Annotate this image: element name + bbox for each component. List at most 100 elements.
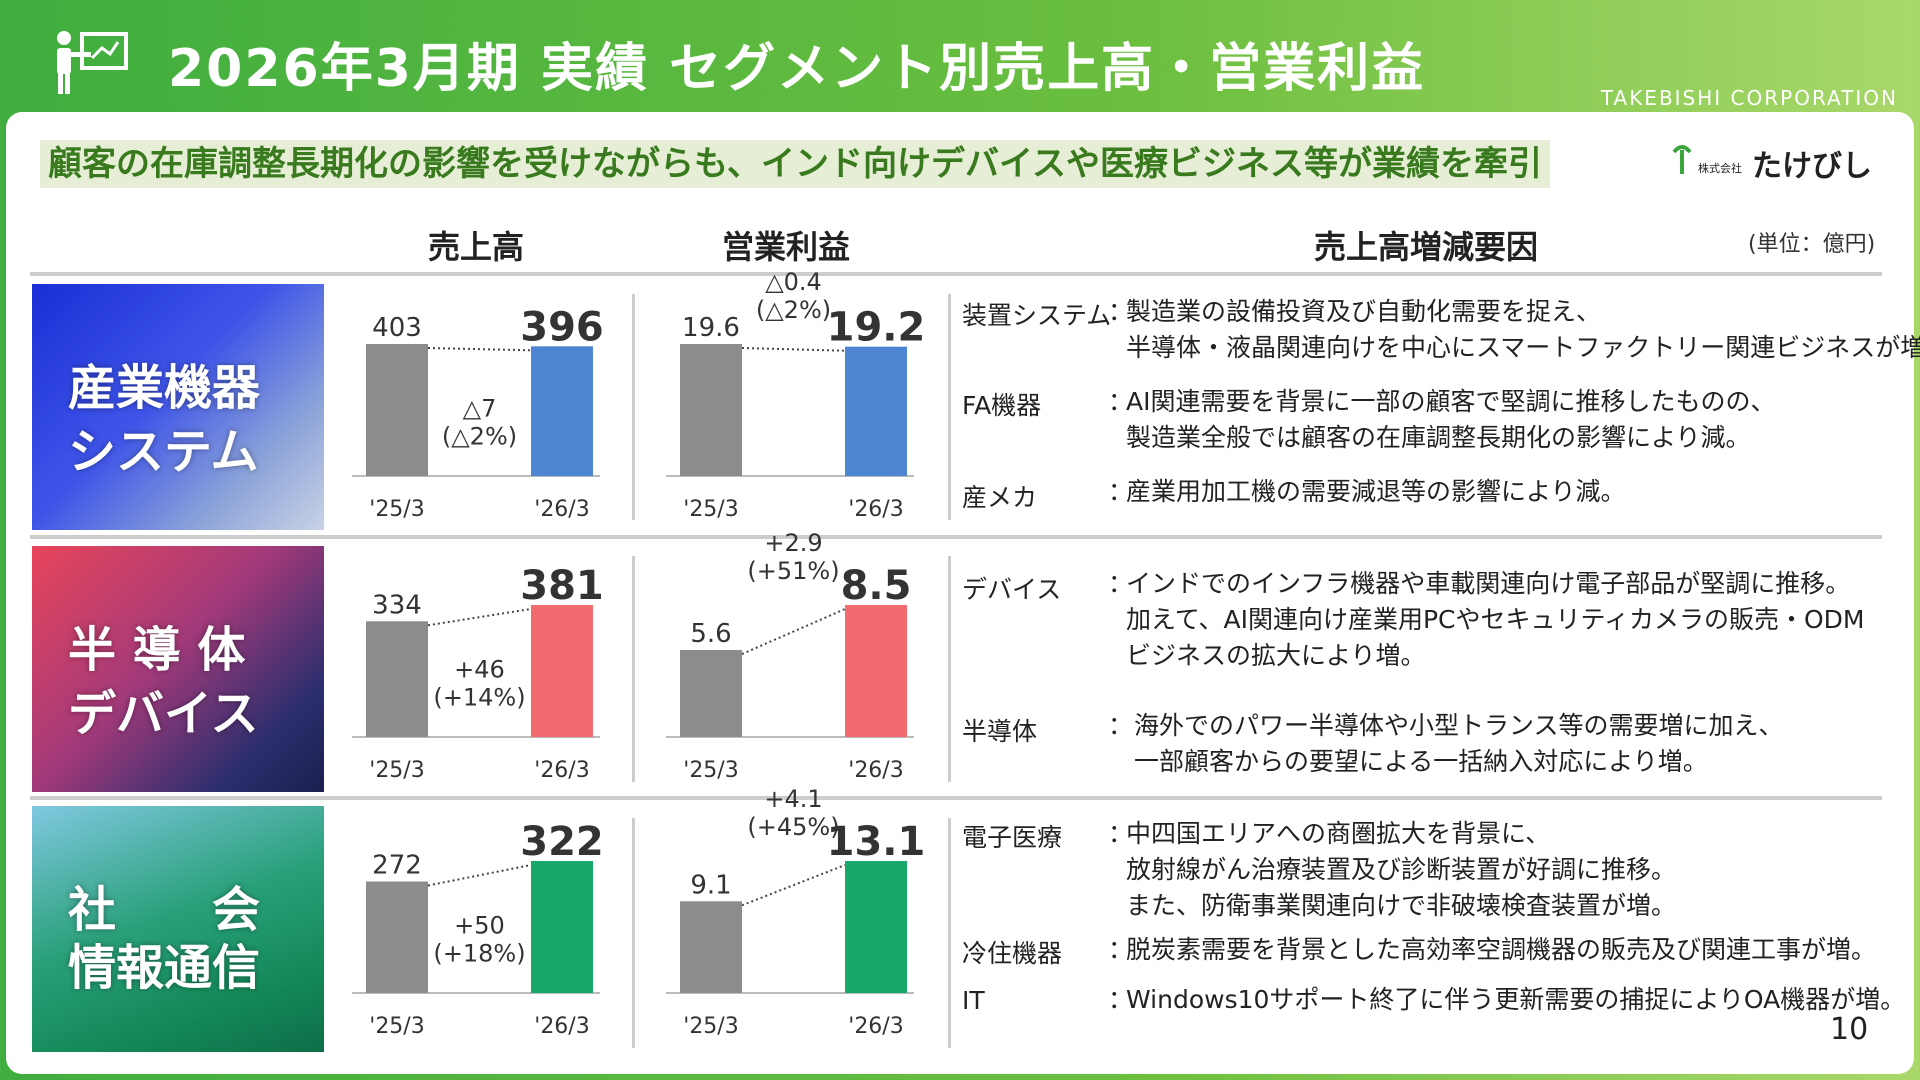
reason-separator: ： [1108, 985, 1134, 1014]
bar-chart: 9.1 '25/3 13.1 '26/3 +4.1(+45%) [666, 785, 926, 1039]
divider [632, 556, 635, 782]
svg-text:株式会社: 株式会社 [1698, 161, 1742, 175]
segment-image-industrial: 産業機器 システム [32, 284, 324, 530]
bar [366, 881, 428, 993]
tick-label: '25/3 [369, 497, 424, 522]
reason-category: IT [962, 986, 985, 1015]
corporation-name: TAKEBISHI CORPORATION [1600, 86, 1898, 110]
bar [680, 650, 742, 737]
value-label: 396 [520, 304, 604, 350]
sales-chart-social-info: 272 '25/3 322 '26/3 +50 (+18%) [346, 805, 626, 1045]
bar [366, 344, 428, 476]
divider [948, 294, 951, 520]
bar-chart: 334 '25/3 381 '26/3 +46(+14%) [352, 563, 604, 783]
reason-line: 半導体・液晶関連向けを中心にスマートファクトリー関連ビジネスが増。 [1126, 333, 1920, 362]
reason-category: デバイス [962, 575, 1062, 604]
value-label: 322 [520, 819, 604, 865]
bar [680, 901, 742, 993]
change-label: +4.1 [764, 785, 822, 813]
divider [632, 294, 635, 520]
reason-line: ビジネスの拡大により増。 [1126, 641, 1426, 670]
change-pct-label: (+51%) [747, 557, 839, 585]
tick-label: '25/3 [683, 1014, 738, 1039]
change-label: +50 [454, 912, 505, 940]
segment-image-social-info: 社 会 情報通信 [32, 806, 324, 1052]
reason-line: 加えて、AI関連向け産業用PCやセキュリティカメラの販売・ODM [1126, 605, 1865, 634]
change-pct-label: (△2%) [756, 296, 831, 324]
divider [30, 272, 1882, 276]
reason-line: 脱炭素需要を背景とした高効率空調機器の販売及び関連工事が増。 [1126, 935, 1877, 964]
reason-separator: ： [1108, 819, 1134, 848]
tick-label: '26/3 [534, 497, 589, 522]
reason-category: 電子医療 [962, 823, 1063, 852]
bar [680, 344, 742, 476]
presenter-icon [57, 31, 128, 94]
divider [632, 818, 635, 1048]
sales-chart-industrial: 403 '25/3 396 '26/3 △7 (△2%) [346, 288, 626, 528]
tick-label: '25/3 [683, 497, 738, 522]
value-label: 5.6 [690, 619, 731, 649]
divider [30, 535, 1882, 539]
header: 2026年3月期 実績 セグメント別売上高・営業利益 TAKEBISHI COR… [0, 0, 1920, 110]
divider [30, 796, 1882, 800]
bar [845, 346, 907, 476]
reason-category: 半導体 [962, 717, 1038, 746]
value-label: 19.6 [682, 313, 740, 343]
reason-line: 産業用加工機の需要減退等の影響により減。 [1126, 477, 1626, 506]
column-factors: 売上高増減要因 [1314, 228, 1539, 266]
profit-chart-industrial: 19.6 '25/3 19.2 '26/3 △0.4 (△2%) [660, 268, 940, 528]
reason-separator: ： [1108, 935, 1134, 964]
value-label: 403 [372, 313, 422, 343]
reason-line: 製造業の設備投資及び自動化需要を捉え、 [1126, 297, 1602, 326]
segment-title: デバイス [68, 686, 259, 742]
reason-line: また、防衛事業関連向けで非破壊検査装置が増。 [1126, 891, 1677, 920]
reason-line: 放射線がん治療装置及び診断装置が好調に推移。 [1126, 855, 1677, 884]
segment-title: 半 導 体 [68, 622, 246, 678]
change-pct-label: (+18%) [433, 940, 525, 968]
reason-separator: ： [1108, 569, 1134, 598]
page-title: 2026年3月期 実績 セグメント別売上高・営業利益 [168, 39, 1426, 99]
bar-chart: 403 '25/3 396 '26/3 △7(△2%) [352, 304, 604, 522]
reason-line: 海外でのパワー半導体や小型トランス等の需要増に加え、 [1134, 711, 1784, 740]
connector-line [741, 608, 846, 655]
reason-separator: ： [1108, 297, 1134, 326]
value-label: 19.2 [827, 305, 926, 351]
reason-separator: ： [1108, 387, 1134, 416]
reason-separator: ： [1108, 711, 1134, 740]
reason-category: 装置システム [962, 301, 1112, 330]
segment-image-semiconductor: 半 導 体 デバイス [32, 546, 324, 792]
change-label: +46 [454, 656, 505, 684]
reason-line: 中四国エリアへの商圏拡大を背景に、 [1126, 819, 1551, 848]
divider [948, 818, 951, 1048]
reason-line: インドでのインフラ機器や車載関連向け電子部品が堅調に推移。 [1126, 569, 1851, 598]
bar-chart: 5.6 '25/3 8.5 '26/3 +2.9(+51%) [666, 529, 914, 783]
unit-label: (単位：億円) [1748, 232, 1876, 257]
change-label: +2.9 [764, 529, 822, 557]
value-label: 13.1 [827, 819, 926, 865]
tick-label: '26/3 [848, 497, 903, 522]
bar [845, 861, 907, 993]
bar [531, 605, 593, 737]
connector-line [427, 347, 532, 352]
tick-label: '25/3 [683, 758, 738, 783]
value-label: 8.5 [841, 563, 912, 609]
bar [531, 346, 593, 476]
page-number: 10 [1830, 1012, 1869, 1047]
reason-category: FA機器 [962, 391, 1042, 420]
value-label: 381 [520, 563, 604, 609]
bar [366, 621, 428, 737]
change-pct-label: (+14%) [433, 684, 525, 712]
company-logo: 株式会社 たけびし [1672, 145, 1872, 184]
value-label: 9.1 [690, 870, 731, 900]
connector-line [741, 864, 846, 907]
connector-line [741, 347, 846, 352]
reason-category: 産メカ [962, 483, 1038, 512]
sales-chart-semiconductor: 334 '25/3 381 '26/3 +46 (+14%) [346, 549, 626, 789]
reason-line: 一部顧客からの要望による一括納入対応により増。 [1134, 747, 1708, 776]
profit-chart-semiconductor: 5.6 '25/3 8.5 '26/3 +2.9 (+51%) [660, 529, 940, 789]
reason-line: Windows10サポート終了に伴う更新需要の捕捉によりOA機器が増。 [1126, 985, 1906, 1014]
reason-category: 冷住機器 [962, 939, 1063, 968]
segment-title: 社 会 [68, 882, 261, 938]
tick-label: '26/3 [848, 758, 903, 783]
change-pct-label: (△2%) [442, 423, 517, 451]
